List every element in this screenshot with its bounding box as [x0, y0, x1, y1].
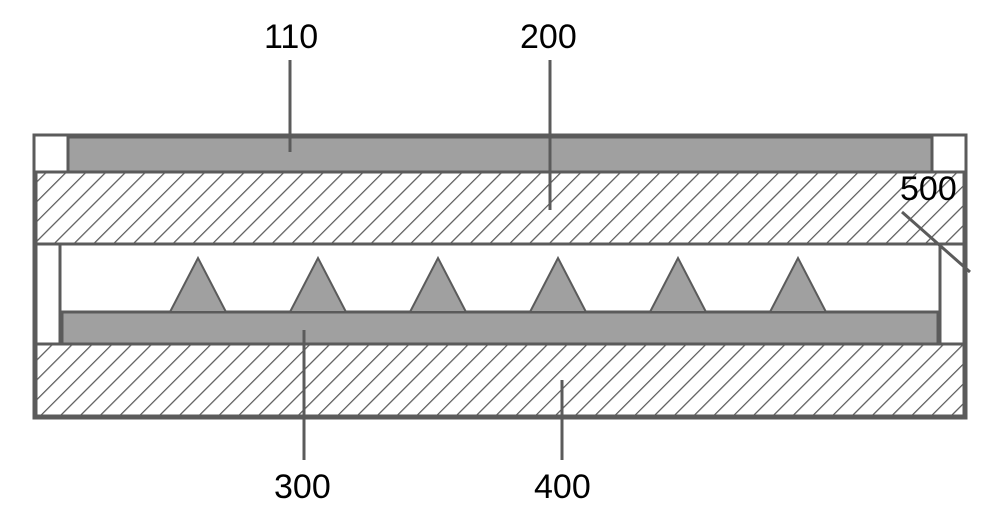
label-200: 200 [520, 18, 577, 56]
top-cap-110 [68, 137, 932, 172]
triangle-spike [530, 258, 586, 312]
label-300: 300 [274, 468, 331, 506]
triangle-spike [410, 258, 466, 312]
label-400: 400 [534, 468, 591, 506]
triangle-spike [170, 258, 226, 312]
label-110: 110 [264, 18, 318, 56]
upper-plate-200 [36, 172, 964, 244]
label-500: 500 [900, 170, 957, 208]
channel-wall-right-500 [940, 244, 964, 344]
triangle-spike [650, 258, 706, 312]
diagram-canvas: 110 200 300 400 500 [0, 0, 1000, 523]
triangle-spike [770, 258, 826, 312]
triangle-spike [290, 258, 346, 312]
lower-plate-400 [36, 344, 964, 416]
mid-plate-300 [62, 312, 938, 344]
channel-wall-left [36, 244, 60, 344]
